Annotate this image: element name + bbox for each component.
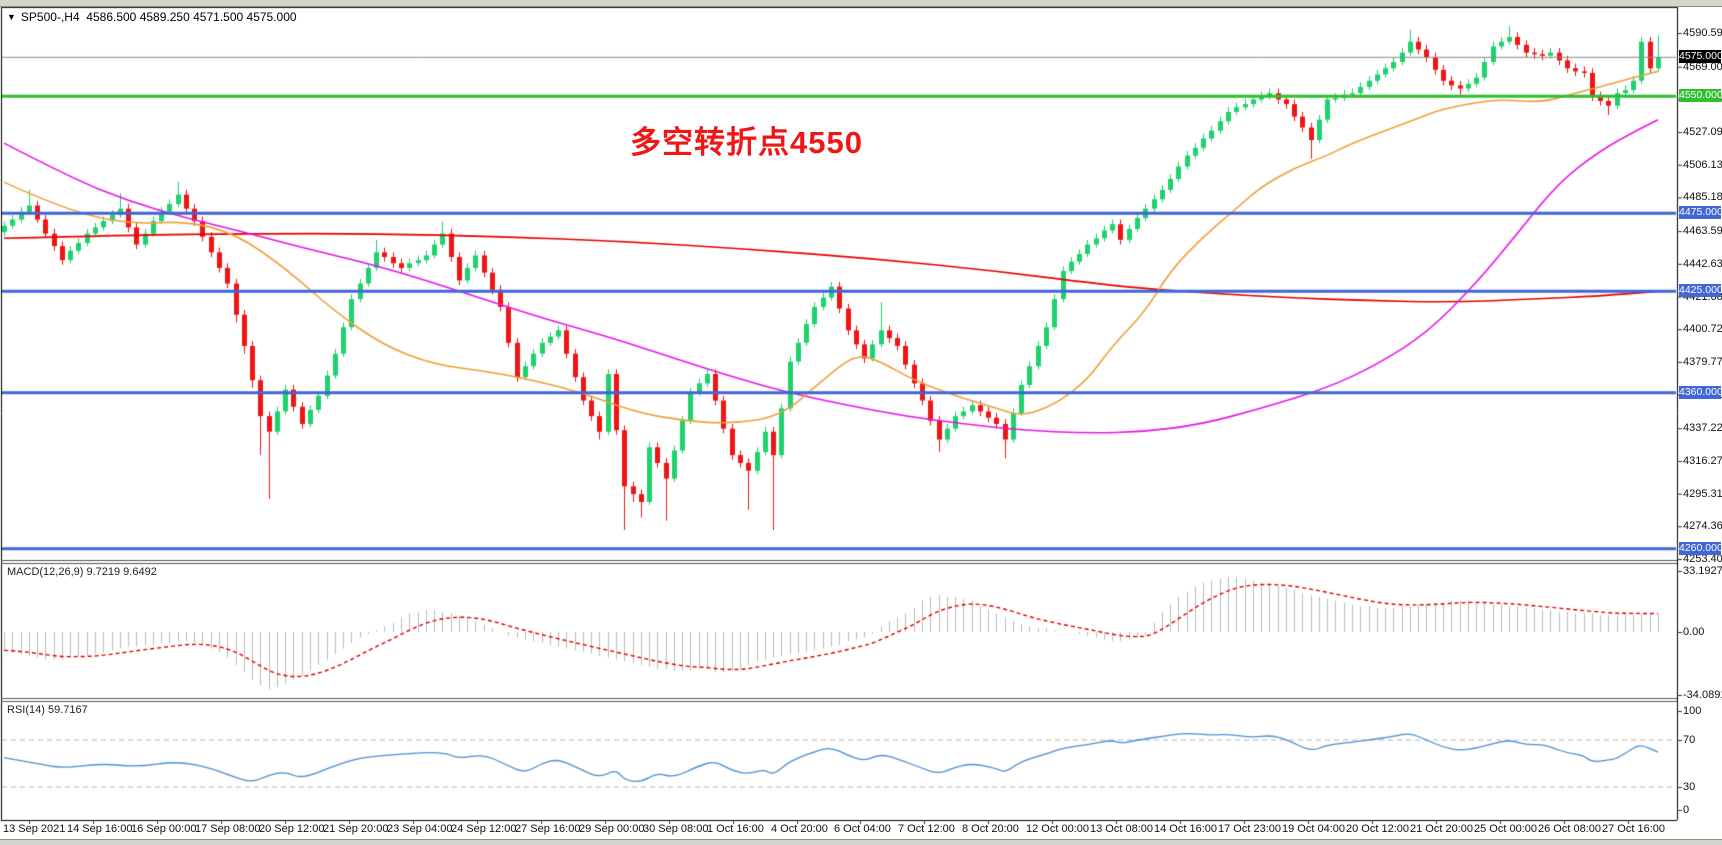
time-axis-label: 25 Oct 00:00 xyxy=(1474,823,1537,835)
time-axis-label: 17 Oct 23:00 xyxy=(1218,823,1281,835)
price-level-badge[interactable]: 4575.000 xyxy=(1679,50,1722,64)
price-axis-label: 4590.590 xyxy=(1683,27,1722,39)
time-axis-label: 7 Oct 12:00 xyxy=(898,823,955,835)
price-level-badge[interactable]: 4260.000 xyxy=(1679,541,1722,555)
macd-values: 9.7219 9.6492 xyxy=(86,566,157,578)
time-axis-label: 27 Oct 16:00 xyxy=(1602,823,1665,835)
price-level-badge[interactable]: 4475.000 xyxy=(1679,206,1722,220)
price-axis-label: 4442.635 xyxy=(1683,257,1722,270)
price-level-badge[interactable]: 4550.000 xyxy=(1679,89,1722,103)
price-level-badge[interactable]: 4360.000 xyxy=(1679,385,1722,399)
price-level-badge[interactable]: 4425.000 xyxy=(1679,284,1722,298)
time-axis-label: 23 Sep 04:00 xyxy=(387,823,453,835)
time-axis-label: 17 Sep 08:00 xyxy=(195,823,261,835)
time-axis-label: 13 Oct 08:00 xyxy=(1090,823,1153,835)
time-axis-label: 21 Sep 20:00 xyxy=(323,823,389,835)
time-axis-label: 13 Sep 2021 xyxy=(3,823,66,835)
time-axis-label: 16 Sep 00:00 xyxy=(131,823,197,835)
time-axis-label: 27 Sep 16:00 xyxy=(515,823,581,835)
symbol-timeframe-label: SP500-,H4 xyxy=(20,10,80,24)
price-axis-label: 4400.725 xyxy=(1683,323,1722,336)
time-axis-label: 20 Sep 12:00 xyxy=(259,823,325,835)
time-axis-label: 14 Sep 16:00 xyxy=(67,823,133,835)
macd-axis-label: 0.00 xyxy=(1683,626,1705,638)
time-axis-label: 4 Oct 20:00 xyxy=(771,823,828,835)
time-axis-label: 29 Sep 00:00 xyxy=(579,823,645,835)
rsi-name: RSI(14) xyxy=(7,704,45,716)
rsi-axis-label: 0 xyxy=(1683,804,1690,816)
rsi-axis-label: 70 xyxy=(1683,734,1696,746)
price-axis-label: 4485.180 xyxy=(1683,191,1722,204)
time-axis-label: 24 Sep 12:00 xyxy=(451,823,517,835)
rsi-indicator-label: RSI(14) 59.7167 xyxy=(7,704,88,716)
price-axis-label: 4295.315 xyxy=(1683,487,1722,500)
time-axis-label: 26 Oct 08:00 xyxy=(1538,823,1601,835)
rsi-axis-label: 30 xyxy=(1683,781,1696,793)
ohlc-open: 4586.500 xyxy=(86,10,137,24)
price-axis-label: 4527.090 xyxy=(1683,126,1722,139)
price-axis-label: 4569.000 xyxy=(1683,60,1722,73)
time-axis-label: 12 Oct 00:00 xyxy=(1026,823,1089,835)
time-axis-label: 20 Oct 12:00 xyxy=(1346,823,1409,835)
time-axis-label: 21 Oct 20:00 xyxy=(1410,823,1473,835)
macd-name: MACD(12,26,9) xyxy=(7,566,84,578)
macd-indicator-label: MACD(12,26,9) 9.7219 9.6492 xyxy=(7,566,157,578)
symbol-ohlc-line: ▼ SP500-,H4 4586.500 4589.250 4571.500 45… xyxy=(7,10,297,24)
price-axis-label: 4253.405 xyxy=(1683,553,1722,566)
time-axis-label: 19 Oct 04:00 xyxy=(1282,823,1345,835)
time-axis-label: 1 Oct 16:00 xyxy=(707,823,764,835)
window-bottom-strip xyxy=(0,839,1722,845)
price-axis-label: 4463.590 xyxy=(1683,225,1722,238)
time-axis-label: 6 Oct 04:00 xyxy=(834,823,891,835)
ohlc-low: 4571.500 xyxy=(193,10,244,24)
rsi-axis-label: 100 xyxy=(1683,705,1702,717)
chart-text-annotation[interactable]: 多空转折点4550 xyxy=(630,125,863,160)
symbol-marker-icon: ▼ xyxy=(7,12,16,22)
time-axis-label: 8 Oct 20:00 xyxy=(962,823,1019,835)
price-axis-label: 4274.360 xyxy=(1683,520,1722,533)
price-axis-label: 4506.135 xyxy=(1683,158,1722,171)
macd-axis-label: 33.1927 xyxy=(1683,565,1722,577)
price-axis-label: 4337.225 xyxy=(1683,422,1722,435)
ohlc-close: 4575.000 xyxy=(246,10,297,24)
ohlc-high: 4589.250 xyxy=(139,10,190,24)
time-axis-label: 14 Oct 16:00 xyxy=(1154,823,1217,835)
price-axis-label: 4379.770 xyxy=(1683,355,1722,368)
window-top-strip xyxy=(0,0,1722,7)
rsi-value: 59.7167 xyxy=(47,704,88,716)
time-axis-label: 30 Sep 08:00 xyxy=(643,823,709,835)
price-axis-label: 4316.270 xyxy=(1683,454,1722,467)
